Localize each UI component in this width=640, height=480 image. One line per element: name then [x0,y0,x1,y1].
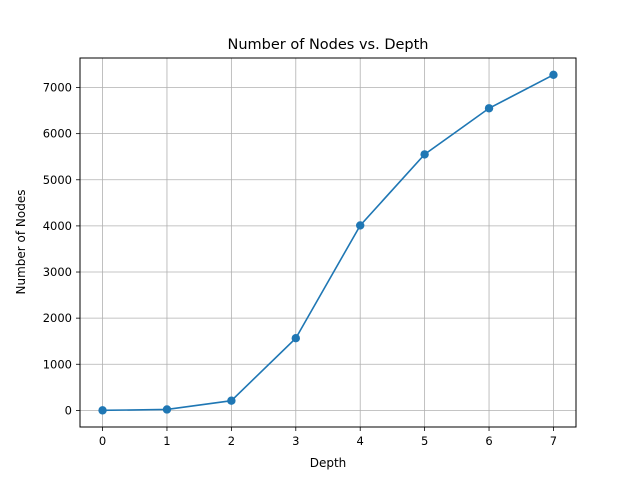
x-tick-label: 3 [292,434,299,448]
data-point [98,406,107,415]
data-point [162,405,172,414]
x-tick-label: 4 [357,434,364,448]
y-axis-label: Number of Nodes [14,190,28,295]
y-axis-ticks: 0 1000 2000 3000 4000 5000 6000 7000 [43,81,80,417]
y-tick-label: 7000 [43,81,72,95]
data-point [420,150,429,159]
y-tick-label: 1000 [43,357,72,371]
data-point [227,396,236,405]
y-tick-label: 3000 [43,265,72,279]
data-point [356,221,365,230]
x-tick-label: 2 [228,434,235,448]
data-point [484,104,494,113]
data-point [549,70,558,80]
x-axis-label: Depth [310,456,347,470]
x-tick-label: 1 [163,434,170,448]
y-tick-label: 2000 [43,311,72,325]
x-tick-label: 6 [485,434,492,448]
x-axis-ticks: 0 1 2 3 4 5 6 7 [99,427,557,448]
series-line [102,74,554,412]
data-point [291,334,300,343]
x-tick-label: 7 [550,434,557,448]
chart-title: Number of Nodes vs. Depth [228,37,429,53]
grid [80,58,576,427]
plot-frame [79,57,577,428]
data-points [98,70,558,415]
y-tick-label: 6000 [43,127,72,141]
y-tick-label: 0 [65,403,72,417]
y-tick-label: 5000 [43,173,72,187]
x-tick-label: 0 [99,434,106,448]
y-tick-label: 4000 [43,219,72,233]
x-tick-label: 5 [421,434,428,448]
